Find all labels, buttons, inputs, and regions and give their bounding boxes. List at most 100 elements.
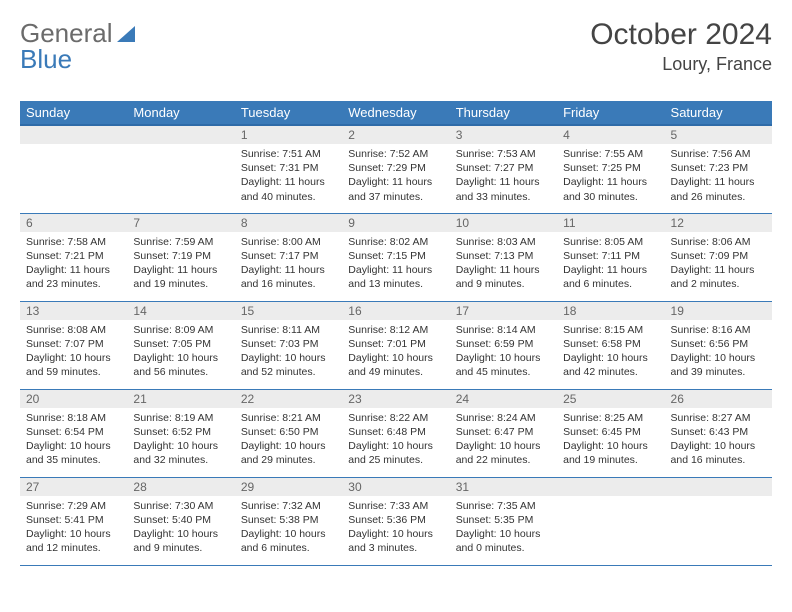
day-content: Sunrise: 7:55 AMSunset: 7:25 PMDaylight:…: [557, 144, 664, 208]
day-number: 23: [342, 390, 449, 408]
sunset-line: Sunset: 7:03 PM: [241, 337, 336, 351]
day-content: Sunrise: 7:58 AMSunset: 7:21 PMDaylight:…: [20, 232, 127, 296]
day-number: 9: [342, 214, 449, 232]
day-number: 6: [20, 214, 127, 232]
daylight-line: Daylight: 11 hours and 16 minutes.: [241, 263, 336, 291]
day-content: Sunrise: 8:18 AMSunset: 6:54 PMDaylight:…: [20, 408, 127, 472]
sunrise-line: Sunrise: 7:29 AM: [26, 499, 121, 513]
day-content: Sunrise: 8:15 AMSunset: 6:58 PMDaylight:…: [557, 320, 664, 384]
day-number: 24: [450, 390, 557, 408]
sunrise-line: Sunrise: 8:09 AM: [133, 323, 228, 337]
sunset-line: Sunset: 6:54 PM: [26, 425, 121, 439]
calendar-cell: 8Sunrise: 8:00 AMSunset: 7:17 PMDaylight…: [235, 213, 342, 301]
calendar-cell: 20Sunrise: 8:18 AMSunset: 6:54 PMDayligh…: [20, 389, 127, 477]
sunrise-line: Sunrise: 8:27 AM: [671, 411, 766, 425]
calendar-body: 1Sunrise: 7:51 AMSunset: 7:31 PMDaylight…: [20, 125, 772, 565]
sunrise-line: Sunrise: 7:59 AM: [133, 235, 228, 249]
sunrise-line: Sunrise: 8:03 AM: [456, 235, 551, 249]
sunrise-line: Sunrise: 7:33 AM: [348, 499, 443, 513]
sunrise-line: Sunrise: 7:55 AM: [563, 147, 658, 161]
day-number: 16: [342, 302, 449, 320]
weekday-header: Friday: [557, 101, 664, 125]
day-number: 30: [342, 478, 449, 496]
day-number: 26: [665, 390, 772, 408]
day-content: Sunrise: 8:25 AMSunset: 6:45 PMDaylight:…: [557, 408, 664, 472]
daylight-line: Daylight: 11 hours and 9 minutes.: [456, 263, 551, 291]
day-content: Sunrise: 8:16 AMSunset: 6:56 PMDaylight:…: [665, 320, 772, 384]
calendar-cell: 11Sunrise: 8:05 AMSunset: 7:11 PMDayligh…: [557, 213, 664, 301]
sunset-line: Sunset: 5:41 PM: [26, 513, 121, 527]
sunset-line: Sunset: 6:56 PM: [671, 337, 766, 351]
sunrise-line: Sunrise: 8:11 AM: [241, 323, 336, 337]
calendar-cell: 21Sunrise: 8:19 AMSunset: 6:52 PMDayligh…: [127, 389, 234, 477]
sunset-line: Sunset: 6:50 PM: [241, 425, 336, 439]
sunrise-line: Sunrise: 7:30 AM: [133, 499, 228, 513]
day-number: 2: [342, 126, 449, 144]
sunrise-line: Sunrise: 7:32 AM: [241, 499, 336, 513]
day-number-empty: [665, 478, 772, 496]
day-number: 1: [235, 126, 342, 144]
sunrise-line: Sunrise: 8:12 AM: [348, 323, 443, 337]
sunset-line: Sunset: 7:23 PM: [671, 161, 766, 175]
daylight-line: Daylight: 11 hours and 23 minutes.: [26, 263, 121, 291]
day-content: Sunrise: 7:29 AMSunset: 5:41 PMDaylight:…: [20, 496, 127, 560]
logo-text-2: Blue: [20, 44, 72, 75]
day-content: Sunrise: 8:19 AMSunset: 6:52 PMDaylight:…: [127, 408, 234, 472]
sunset-line: Sunset: 7:27 PM: [456, 161, 551, 175]
day-content: Sunrise: 8:09 AMSunset: 7:05 PMDaylight:…: [127, 320, 234, 384]
sunrise-line: Sunrise: 8:02 AM: [348, 235, 443, 249]
calendar-week-row: 13Sunrise: 8:08 AMSunset: 7:07 PMDayligh…: [20, 301, 772, 389]
daylight-line: Daylight: 10 hours and 25 minutes.: [348, 439, 443, 467]
daylight-line: Daylight: 10 hours and 32 minutes.: [133, 439, 228, 467]
sunrise-line: Sunrise: 8:08 AM: [26, 323, 121, 337]
sunset-line: Sunset: 7:11 PM: [563, 249, 658, 263]
calendar-cell: 18Sunrise: 8:15 AMSunset: 6:58 PMDayligh…: [557, 301, 664, 389]
sunset-line: Sunset: 7:05 PM: [133, 337, 228, 351]
calendar-cell: 27Sunrise: 7:29 AMSunset: 5:41 PMDayligh…: [20, 477, 127, 565]
day-number: 28: [127, 478, 234, 496]
daylight-line: Daylight: 11 hours and 19 minutes.: [133, 263, 228, 291]
day-number: 22: [235, 390, 342, 408]
sunrise-line: Sunrise: 7:58 AM: [26, 235, 121, 249]
daylight-line: Daylight: 11 hours and 30 minutes.: [563, 175, 658, 203]
calendar-cell: 19Sunrise: 8:16 AMSunset: 6:56 PMDayligh…: [665, 301, 772, 389]
sunset-line: Sunset: 7:29 PM: [348, 161, 443, 175]
sunset-line: Sunset: 7:01 PM: [348, 337, 443, 351]
sunrise-line: Sunrise: 8:19 AM: [133, 411, 228, 425]
sunset-line: Sunset: 7:31 PM: [241, 161, 336, 175]
day-number: 10: [450, 214, 557, 232]
daylight-line: Daylight: 11 hours and 26 minutes.: [671, 175, 766, 203]
calendar-table: Sunday Monday Tuesday Wednesday Thursday…: [20, 101, 772, 566]
sunset-line: Sunset: 6:43 PM: [671, 425, 766, 439]
calendar-cell: 1Sunrise: 7:51 AMSunset: 7:31 PMDaylight…: [235, 125, 342, 213]
sunrise-line: Sunrise: 7:52 AM: [348, 147, 443, 161]
day-number: 14: [127, 302, 234, 320]
sunrise-line: Sunrise: 7:53 AM: [456, 147, 551, 161]
day-content: Sunrise: 8:14 AMSunset: 6:59 PMDaylight:…: [450, 320, 557, 384]
sunrise-line: Sunrise: 7:35 AM: [456, 499, 551, 513]
sunset-line: Sunset: 6:58 PM: [563, 337, 658, 351]
day-number: 25: [557, 390, 664, 408]
day-content: Sunrise: 8:24 AMSunset: 6:47 PMDaylight:…: [450, 408, 557, 472]
calendar-cell: 14Sunrise: 8:09 AMSunset: 7:05 PMDayligh…: [127, 301, 234, 389]
daylight-line: Daylight: 10 hours and 6 minutes.: [241, 527, 336, 555]
logo-sail-icon: [115, 24, 137, 44]
weekday-header: Monday: [127, 101, 234, 125]
sunset-line: Sunset: 6:48 PM: [348, 425, 443, 439]
calendar-cell: [20, 125, 127, 213]
day-content: Sunrise: 7:59 AMSunset: 7:19 PMDaylight:…: [127, 232, 234, 296]
day-number: 13: [20, 302, 127, 320]
day-number: 15: [235, 302, 342, 320]
sunset-line: Sunset: 5:38 PM: [241, 513, 336, 527]
daylight-line: Daylight: 11 hours and 2 minutes.: [671, 263, 766, 291]
daylight-line: Daylight: 10 hours and 29 minutes.: [241, 439, 336, 467]
daylight-line: Daylight: 11 hours and 40 minutes.: [241, 175, 336, 203]
calendar-cell: 17Sunrise: 8:14 AMSunset: 6:59 PMDayligh…: [450, 301, 557, 389]
location: Loury, France: [590, 54, 772, 75]
daylight-line: Daylight: 10 hours and 9 minutes.: [133, 527, 228, 555]
weekday-header: Sunday: [20, 101, 127, 125]
calendar-cell: 25Sunrise: 8:25 AMSunset: 6:45 PMDayligh…: [557, 389, 664, 477]
day-number: 3: [450, 126, 557, 144]
sunset-line: Sunset: 6:52 PM: [133, 425, 228, 439]
calendar-cell: 23Sunrise: 8:22 AMSunset: 6:48 PMDayligh…: [342, 389, 449, 477]
